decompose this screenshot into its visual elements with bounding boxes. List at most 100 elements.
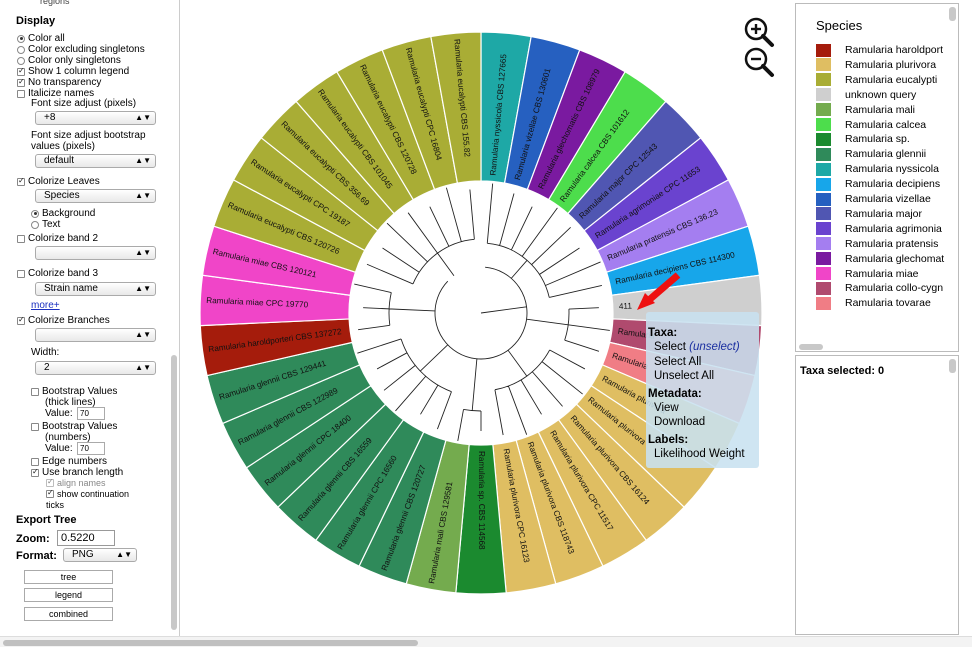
no-transparency-checkbox[interactable]: No transparency: [17, 77, 101, 88]
legend-scrollbar-thumb[interactable]: [949, 7, 956, 21]
checkbox-icon[interactable]: [17, 89, 25, 98]
font-size-select[interactable]: +8 ▲▼: [35, 111, 156, 125]
taxa-heading: Taxa:: [648, 327, 678, 339]
leaf-wedge[interactable]: [430, 31, 482, 184]
unselect-all-item[interactable]: Unselect All: [654, 370, 715, 382]
updown-arrow-icon: ▲▼: [135, 284, 151, 293]
radio-icon[interactable]: [17, 56, 25, 65]
updown-arrow-icon: ▲▼: [116, 550, 132, 559]
download-item[interactable]: Download: [654, 416, 706, 428]
select-item[interactable]: Select (unselect): [648, 340, 759, 355]
legend-label: Ramularia calcea: [845, 118, 927, 131]
bootstrap-thick-input[interactable]: 70: [77, 407, 105, 420]
colorize-branches-label: Colorize Branches: [28, 315, 110, 326]
select-all-item[interactable]: Select All: [654, 355, 702, 368]
band2-label: Colorize band 2: [28, 233, 99, 244]
checkbox-icon[interactable]: [17, 176, 25, 186]
checkbox-icon[interactable]: [17, 77, 25, 87]
legend-item: Ramularia glennii: [816, 147, 926, 161]
legend-label: Ramularia sp.: [845, 133, 910, 146]
bootstrap-numbers-input[interactable]: 70: [77, 442, 105, 455]
color-only-label: Color only singletons: [28, 55, 121, 66]
checkbox-icon[interactable]: [31, 467, 39, 477]
checkbox-icon[interactable]: [17, 315, 25, 325]
checkbox-icon[interactable]: [17, 234, 25, 243]
leaf-label[interactable]: Ramularia sp. CBS 114568: [477, 451, 486, 550]
show-continuation-checkbox[interactable]: show continuation: [46, 488, 129, 499]
bootstrap-numbers-checkbox[interactable]: Bootstrap Values: [31, 421, 117, 432]
horizontal-scrollbar-thumb[interactable]: [3, 640, 418, 646]
checkbox-icon[interactable]: [31, 422, 39, 431]
bootstrap-font-label: Font size adjust bootstrap: [31, 130, 146, 141]
export-tree-heading: Export Tree: [16, 514, 77, 526]
radio-icon[interactable]: [17, 45, 25, 54]
export-legend-button[interactable]: legend: [24, 588, 113, 602]
color-excluding-singletons-radio[interactable]: Color excluding singletons: [17, 44, 145, 55]
legend-item: Ramularia decipiens: [816, 177, 940, 191]
background-radio[interactable]: Background: [31, 208, 95, 219]
edge-numbers-checkbox[interactable]: Edge numbers: [31, 456, 107, 467]
export-tree-button[interactable]: tree: [24, 570, 113, 584]
left-control-panel: regions Display Color all Color excludin…: [0, 0, 180, 636]
legend-swatch: [816, 281, 831, 295]
align-names-checkbox[interactable]: align names: [46, 477, 106, 488]
band2-select[interactable]: ▲▼: [35, 246, 156, 260]
legend-swatch: [816, 147, 831, 161]
updown-arrow-icon: ▲▼: [135, 156, 151, 165]
selected-scrollbar-thumb[interactable]: [949, 359, 956, 373]
show-column-legend-checkbox[interactable]: Show 1 column legend: [17, 66, 129, 77]
width-select[interactable]: 2 ▲▼: [35, 361, 156, 375]
horizontal-scrollbar[interactable]: [0, 636, 972, 647]
taxa-selected-label: Taxa selected: 0: [800, 365, 885, 377]
legend-item: Ramularia major: [816, 207, 922, 221]
radio-icon[interactable]: [31, 220, 39, 229]
use-branch-length-checkbox[interactable]: Use branch length: [31, 467, 123, 478]
legend-swatch: [816, 118, 831, 131]
radio-icon[interactable]: [17, 34, 25, 43]
colorize-band3-checkbox[interactable]: Colorize band 3: [17, 268, 98, 279]
colorize-leaves-checkbox[interactable]: Colorize Leaves: [17, 176, 100, 187]
more-link[interactable]: more+: [31, 300, 60, 311]
unselect-link[interactable]: (unselect): [689, 341, 740, 353]
checkbox-icon[interactable]: [46, 488, 54, 498]
checkbox-icon[interactable]: [46, 477, 54, 487]
colorize-band2-checkbox[interactable]: Colorize band 2: [17, 233, 98, 244]
band3-select[interactable]: Strain name ▲▼: [35, 282, 156, 296]
legend-label: Ramularia mali: [845, 103, 916, 116]
checkbox-icon[interactable]: [17, 269, 25, 278]
branches-select[interactable]: ▲▼: [35, 328, 156, 342]
font-size-label: Font size adjust (pixels): [31, 98, 137, 109]
view-item[interactable]: View: [654, 401, 679, 414]
leaves-select[interactable]: Species ▲▼: [35, 189, 156, 203]
colorize-branches-checkbox[interactable]: Colorize Branches: [17, 315, 110, 326]
left-panel-scrollbar[interactable]: [171, 355, 177, 630]
likelihood-weight-item[interactable]: Likelihood Weight: [654, 447, 745, 460]
radio-icon[interactable]: [31, 209, 39, 218]
zoom-out-icon[interactable]: [743, 46, 775, 78]
zoom-in-icon[interactable]: [743, 16, 775, 48]
checkbox-icon[interactable]: [17, 66, 25, 76]
show-continuation-label-2: ticks: [46, 500, 64, 510]
select-label[interactable]: Select: [654, 341, 686, 353]
legend-item: Ramularia miae: [816, 267, 919, 281]
updown-arrow-icon: ▲▼: [135, 363, 151, 372]
bootstrap-thick-checkbox[interactable]: Bootstrap Values: [31, 386, 117, 397]
checkbox-icon[interactable]: [31, 457, 39, 466]
bootstrap-font-select[interactable]: default ▲▼: [35, 154, 156, 168]
legend-item: Ramularia vizellae: [816, 192, 931, 206]
export-combined-button[interactable]: combined: [24, 607, 113, 621]
legend-swatch: [816, 177, 831, 191]
checkbox-icon[interactable]: [31, 387, 39, 396]
legend-label: Ramularia miae: [845, 267, 919, 280]
leaf-label[interactable]: 411: [619, 301, 633, 311]
color-only-singletons-radio[interactable]: Color only singletons: [17, 55, 121, 66]
italicize-names-checkbox[interactable]: Italicize names: [17, 88, 94, 99]
legend-hscroll-thumb[interactable]: [799, 344, 823, 350]
format-select[interactable]: PNG ▲▼: [63, 548, 137, 562]
zoom-input[interactable]: 0.5220: [57, 530, 115, 546]
zoom-label: Zoom:: [16, 533, 50, 545]
text-label: Text: [42, 219, 61, 230]
text-radio[interactable]: Text: [31, 219, 60, 230]
legend-label: Ramularia vizellae: [845, 193, 931, 205]
color-all-radio[interactable]: Color all: [17, 33, 65, 44]
